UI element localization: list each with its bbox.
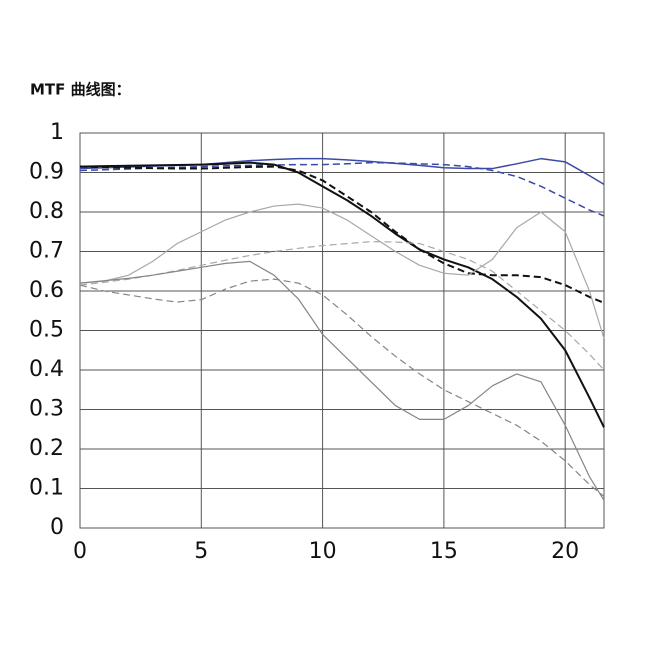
series-line [79,278,605,497]
y-tick-label: 0.7 [29,239,64,264]
x-tick-label: 5 [194,539,208,564]
y-tick-label: 0.2 [29,436,64,461]
y-tick-label: 0.9 [29,160,64,185]
series-line [79,260,605,501]
series-line [79,165,605,304]
y-tick-label: 0.1 [29,476,64,501]
y-tick-label: 0.8 [29,199,64,224]
y-tick-label: 0.5 [29,318,64,343]
y-tick-label: 0.6 [29,278,64,303]
series-line [79,161,605,428]
y-tick-label: 0 [50,515,64,540]
chart-title: MTF 曲线图： [30,81,131,99]
plot-border [79,132,605,529]
x-tick-label: 20 [551,539,579,564]
y-tick-label: 0.3 [29,397,64,422]
x-tick-label: 10 [309,539,337,564]
x-tick-label: 15 [430,539,458,564]
y-tick-label: 0.4 [29,357,64,382]
y-tick-label: 1 [50,120,64,145]
series-line [79,203,605,339]
x-tick-label: 0 [73,539,87,564]
